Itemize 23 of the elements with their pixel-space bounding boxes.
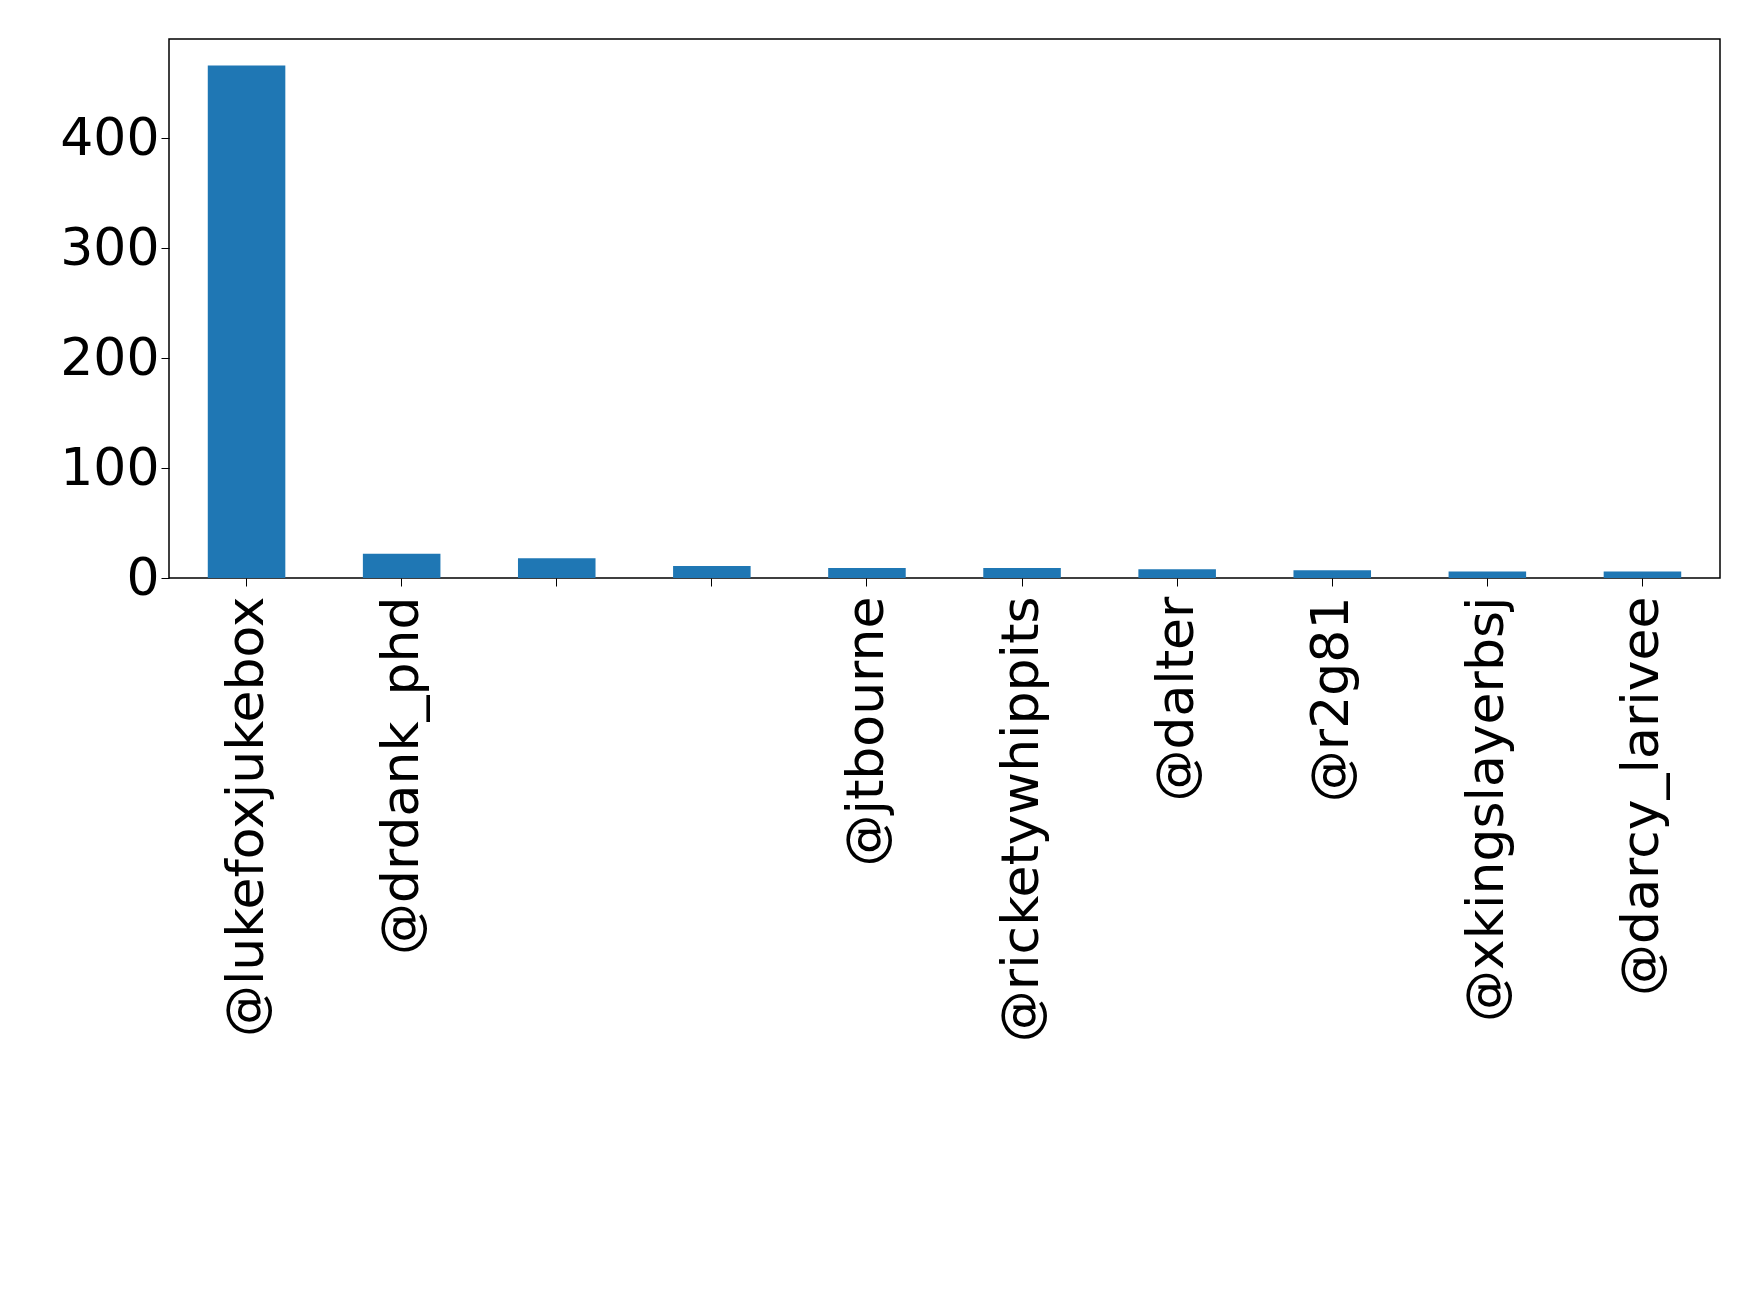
bar xyxy=(828,568,906,578)
bar xyxy=(362,553,441,578)
x-tick-label: @xkingslayerbsj xyxy=(1455,596,1516,1022)
x-tick-label: @lukefoxjukebox xyxy=(214,596,275,1038)
bar xyxy=(517,558,596,578)
bar xyxy=(1138,569,1216,578)
x-tick-label: @ricketywhippits xyxy=(990,596,1051,1043)
y-tick-label: 400 xyxy=(60,106,160,167)
x-tick-label: @dalter xyxy=(1145,595,1206,802)
x-tick-label: @drdank_phd xyxy=(369,596,430,955)
bar xyxy=(983,568,1061,578)
bar xyxy=(1448,571,1527,578)
y-tick-label: 0 xyxy=(126,546,160,607)
y-tick-label: 200 xyxy=(60,326,160,387)
bar xyxy=(673,565,751,578)
x-tick-label: @r2g81 xyxy=(1300,596,1361,803)
bar xyxy=(207,65,286,578)
x-tick-label: @jtbourne xyxy=(834,596,895,867)
y-tick-label: 300 xyxy=(60,216,160,277)
x-tick-label: @darcy_larivee xyxy=(1610,596,1671,996)
bar xyxy=(1603,571,1682,578)
bar xyxy=(1293,570,1372,578)
y-tick-label: 100 xyxy=(60,436,160,497)
